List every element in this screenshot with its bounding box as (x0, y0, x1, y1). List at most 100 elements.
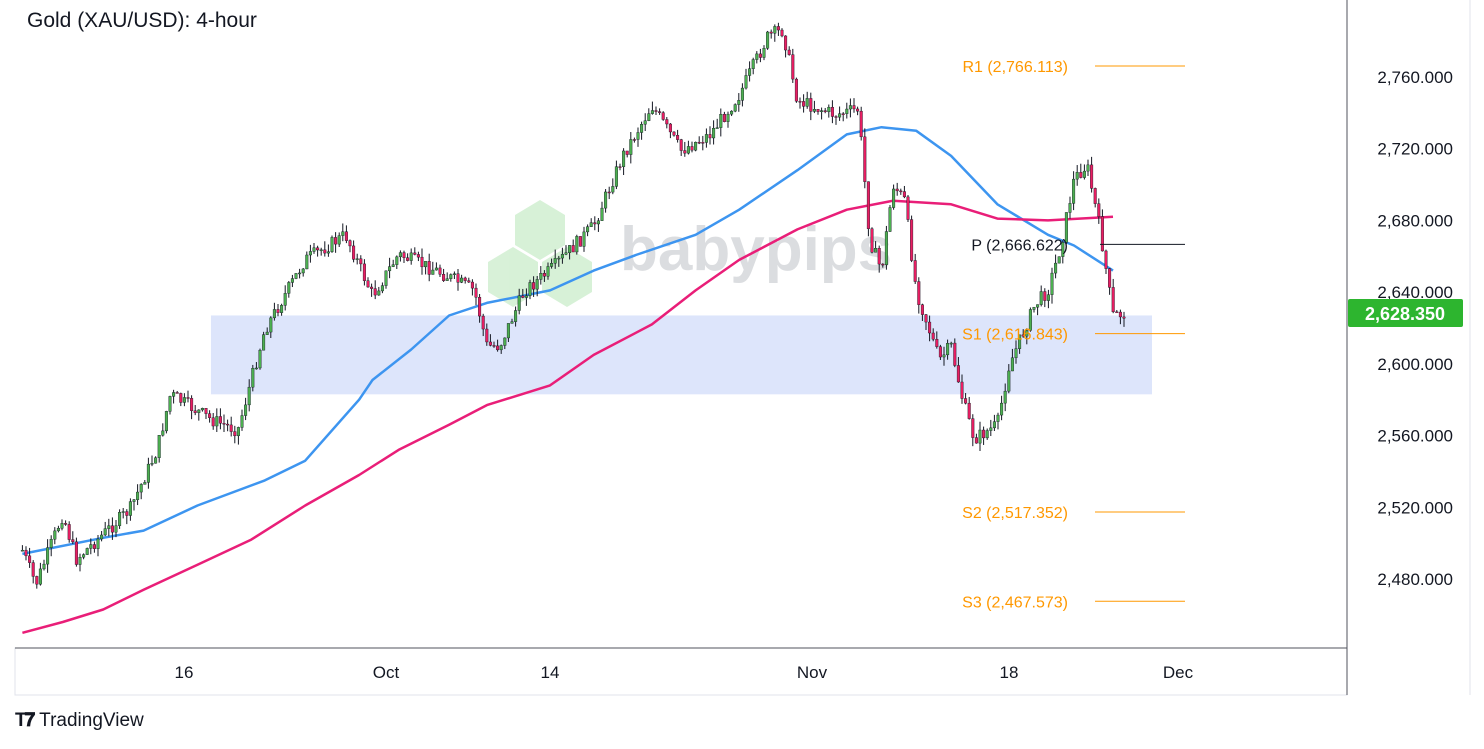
time-axis-tick: 16 (175, 663, 194, 682)
candle-bearish (1021, 334, 1025, 337)
pivot-label: S3 (2,467.573) (962, 594, 1068, 611)
time-axis-tick: Dec (1163, 663, 1194, 682)
candle-bullish (524, 295, 528, 298)
candle-bullish (647, 113, 651, 121)
candle-bearish (956, 365, 960, 383)
candle-bullish (298, 272, 302, 275)
candle-bearish (323, 249, 327, 254)
candle-bullish (845, 108, 849, 114)
candle-bullish (449, 274, 453, 279)
candle-bullish (89, 544, 93, 549)
candle-bullish (719, 114, 723, 128)
candle-bullish (892, 188, 896, 208)
candle-bullish (118, 512, 122, 526)
candle-bearish (676, 135, 680, 140)
candle-bullish (139, 484, 143, 493)
candle-bearish (974, 437, 978, 444)
candle-bearish (218, 416, 222, 424)
candle-bearish (863, 136, 867, 182)
candle-bearish (776, 26, 780, 31)
candle-bullish (517, 295, 521, 311)
candle-bearish (478, 297, 482, 317)
candle-bullish (287, 282, 291, 294)
candle-bearish (427, 261, 431, 275)
candle-bullish (1068, 203, 1072, 213)
candle-bearish (370, 286, 374, 289)
candle-bearish (924, 314, 928, 323)
candle-bearish (906, 196, 910, 220)
tradingview-logo-icon: T𝟕 (15, 710, 35, 731)
candle-bearish (125, 511, 129, 516)
candle-bearish (362, 263, 366, 281)
candle-bullish (308, 251, 312, 256)
time-axis (14, 647, 1348, 696)
candle-bearish (31, 562, 35, 577)
candle-bearish (359, 258, 363, 265)
candle-bullish (1032, 306, 1036, 310)
candle-bullish (240, 415, 244, 428)
candle-bullish (445, 278, 449, 281)
footer-brand[interactable]: T𝟕 TradingView (15, 710, 144, 732)
candle-bullish (1082, 170, 1086, 178)
candle-bearish (92, 544, 96, 549)
candle-bearish (1043, 291, 1047, 301)
price-axis-tick: 2,760.000 (1377, 68, 1453, 87)
candle-bullish (1010, 357, 1014, 372)
candle-bearish (316, 247, 320, 251)
candle-bullish (200, 408, 204, 411)
candle-bullish (301, 268, 305, 274)
candle-bullish (96, 538, 100, 549)
candle-bearish (74, 541, 78, 565)
candles (20, 22, 1126, 589)
candle-bearish (935, 339, 939, 347)
candle-bearish (841, 113, 845, 115)
candle-bullish (748, 68, 752, 76)
candle-bullish (290, 278, 294, 283)
candle-bullish (848, 105, 852, 110)
brand-name: TradingView (39, 710, 144, 731)
candle-bearish (28, 555, 32, 563)
candle-bullish (712, 127, 716, 139)
candle-bullish (136, 491, 140, 500)
candle-bearish (467, 280, 471, 283)
moving-average-fast (22, 125, 1114, 556)
candle-bullish (942, 354, 946, 358)
candle-bullish (38, 568, 42, 585)
price-axis-tick: 2,640.000 (1377, 283, 1453, 302)
candle-bullish (182, 397, 186, 403)
candle-bullish (460, 277, 464, 283)
candle-bullish (60, 523, 64, 529)
candle-bearish (211, 417, 215, 427)
candle-bearish (1093, 188, 1097, 204)
candle-bullish (82, 554, 86, 558)
candle-bearish (229, 424, 233, 432)
candle-bullish (280, 305, 284, 313)
candle-bearish (1090, 164, 1094, 189)
candle-bullish (726, 113, 730, 122)
candle-bullish (755, 53, 759, 60)
candle-bearish (953, 342, 957, 366)
candle-bullish (686, 146, 690, 154)
candle-bullish (564, 252, 568, 255)
candle-bullish (146, 463, 150, 483)
candle-bullish (143, 482, 147, 485)
pivot-label: S1 (2,616.843) (962, 327, 1068, 344)
candle-bearish (1115, 311, 1119, 314)
chart-title: Gold (XAU/USD): 4-hour (27, 9, 257, 32)
candle-bullish (820, 110, 824, 112)
candle-bullish (1061, 242, 1065, 257)
candle-bearish (179, 393, 183, 403)
candle-bearish (71, 539, 75, 543)
candle-bearish (607, 191, 611, 194)
candle-bullish (838, 113, 842, 118)
candle-bullish (600, 207, 604, 221)
candle-bullish (506, 323, 510, 339)
candle-bullish (128, 501, 132, 516)
candle-bullish (643, 120, 647, 125)
candle-bearish (276, 309, 280, 313)
candle-bullish (434, 267, 438, 271)
candle-bullish (244, 404, 248, 416)
candle-bearish (35, 576, 39, 585)
candle-bearish (780, 29, 784, 37)
